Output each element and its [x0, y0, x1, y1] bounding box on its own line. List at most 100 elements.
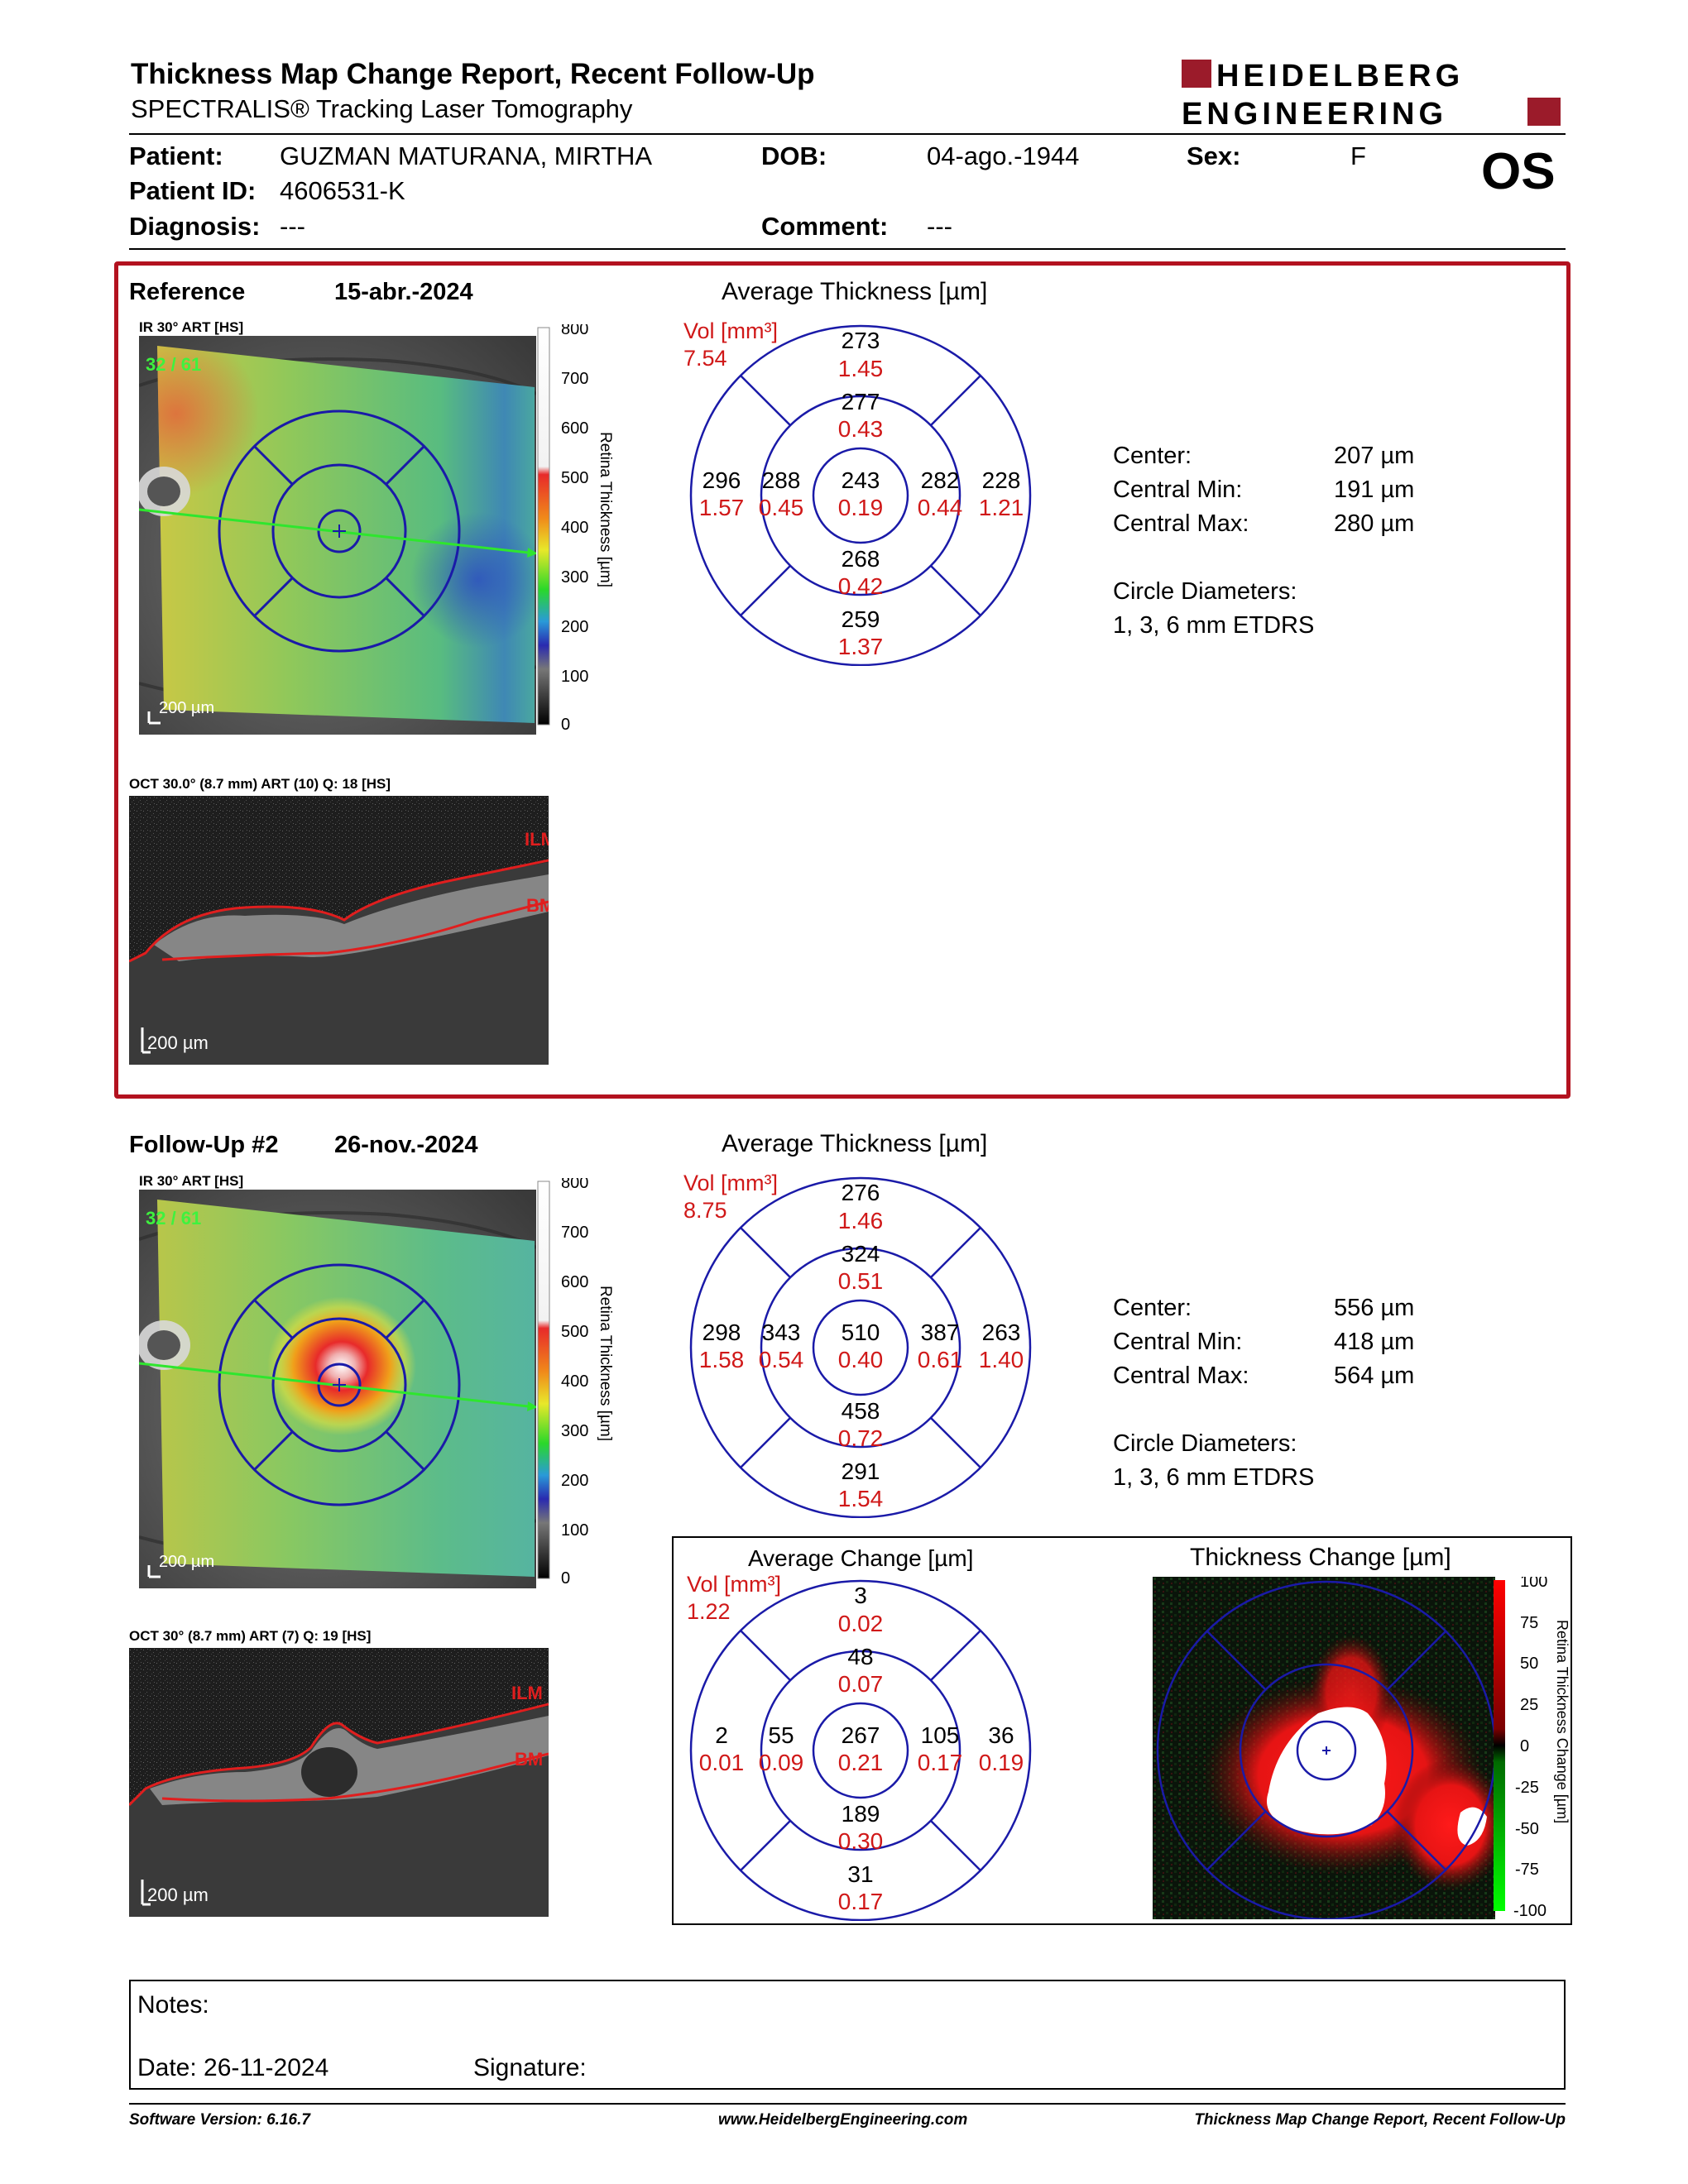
followup-vol-total: 8.75: [683, 1198, 727, 1223]
change-inner-superior-thk: 48: [847, 1644, 873, 1669]
change-outer-superior-thk: 3: [854, 1583, 867, 1608]
followup-oct-caption: OCT 30° (8.7 mm) ART (7) Q: 19 [HS]: [129, 1628, 372, 1644]
reference-inner-nasal-vol: 0.44: [918, 495, 963, 520]
change-cb-tick: 100: [1520, 1577, 1547, 1591]
sex-label: Sex:: [1187, 141, 1241, 170]
footer-report: Thickness Map Change Report, Recent Foll…: [1194, 2111, 1566, 2129]
followup-inner-temporal-vol: 0.54: [759, 1347, 804, 1372]
change-inner-inferior-thk: 189: [842, 1801, 880, 1827]
dob-value: 04-ago.-1944: [927, 141, 1080, 170]
logo-line2: ENGINEERING: [1182, 97, 1447, 131]
reference-vol-label: Vol [mm³]: [683, 318, 778, 343]
reference-cb-tick: 800: [561, 324, 588, 338]
patient-id-label: Patient ID:: [129, 176, 257, 205]
change-outer-temporal-thk: 2: [715, 1722, 728, 1748]
reference-cb-tick: 300: [561, 568, 588, 587]
change-etdrs-title: Average Change [µm]: [748, 1545, 974, 1571]
change-inner-temporal-thk: 55: [768, 1722, 794, 1748]
followup-outer-temporal-vol: 1.58: [699, 1347, 745, 1372]
change-inner-nasal-thk: 105: [921, 1722, 960, 1748]
reference-inner-inferior-thk: 268: [842, 546, 880, 572]
notes-box[interactable]: Notes: Date: 26-11-2024 Signature:: [129, 1980, 1566, 2090]
diagnosis-value: ---: [280, 212, 305, 241]
change-outer-nasal-thk: 36: [988, 1722, 1014, 1748]
reference-ir-caption: IR 30° ART [HS]: [139, 319, 244, 335]
heidelberg-logo: HEIDELBERG ENGINEERING: [1182, 59, 1561, 131]
followup-inner-inferior-thk: 458: [842, 1398, 880, 1424]
thickness-change-map: [1153, 1577, 1495, 1919]
reference-inner-superior-vol: 0.43: [838, 416, 884, 442]
reference-cb-tick: 0: [561, 716, 570, 731]
followup-cb-tick: 300: [561, 1422, 588, 1440]
reference-min-label: Central Min:: [1113, 477, 1243, 503]
followup-center-label: Center:: [1113, 1295, 1192, 1321]
followup-cb-tick: 600: [561, 1273, 588, 1291]
reference-cb-tick: 600: [561, 419, 588, 438]
followup-inner-nasal-thk: 387: [921, 1320, 960, 1345]
reference-outer-temporal-vol: 1.57: [699, 495, 745, 520]
reference-ir-counter: 32 / 61: [146, 354, 201, 375]
change-outer-inferior-thk: 31: [847, 1861, 873, 1887]
dob-label: DOB:: [761, 141, 827, 170]
reference-max-value: 280 µm: [1334, 510, 1415, 537]
eye-indicator: OS: [1481, 143, 1556, 200]
change-cb-tick: 0: [1520, 1737, 1529, 1755]
reference-cb-title: Retina Thickness [µm]: [597, 432, 614, 587]
followup-cb-tick: 200: [561, 1472, 588, 1490]
followup-max-label: Central Max:: [1113, 1363, 1249, 1389]
followup-etdrs-grid: Vol [mm³] 8.75 276 1.46 324 0.51 510 0.4…: [683, 1171, 1032, 1518]
followup-date: 26-nov.-2024: [334, 1132, 478, 1158]
reference-max-label: Central Max:: [1113, 510, 1249, 537]
report-title: Thickness Map Change Report, Recent Foll…: [131, 58, 815, 90]
reference-outer-nasal-thk: 228: [982, 467, 1021, 493]
reference-ir-scale: 200 µm: [159, 699, 214, 717]
followup-inner-superior-vol: 0.51: [838, 1268, 884, 1294]
reference-cb-tick: 100: [561, 668, 588, 686]
footer-software: Software Version: 6.16.7: [129, 2111, 310, 2129]
reference-etdrs-title: Average Thickness [µm]: [722, 278, 988, 305]
reference-outer-inferior-vol: 1.37: [838, 634, 884, 659]
followup-cb-tick: 100: [561, 1521, 588, 1540]
followup-ilm-label: ILM: [511, 1683, 543, 1703]
followup-inner-superior-thk: 324: [842, 1241, 880, 1267]
followup-outer-nasal-thk: 263: [982, 1320, 1021, 1345]
change-center-vol: 0.21: [838, 1750, 884, 1775]
followup-outer-temporal-thk: 298: [703, 1320, 741, 1345]
followup-center-vol: 0.40: [838, 1347, 884, 1372]
followup-colorbar: 800 700 600 500 400 300 200 100 0 Retina…: [537, 1178, 614, 1585]
change-cb-tick: 75: [1520, 1614, 1538, 1632]
reference-etdrs-grid: Vol [mm³] 7.54 273 1.45 277 0.43 243 0.1…: [683, 318, 1032, 666]
change-cb-tick: 50: [1520, 1655, 1538, 1673]
patient-name: GUZMAN MATURANA, MIRTHA: [280, 141, 653, 170]
followup-max-value: 564 µm: [1334, 1363, 1415, 1389]
followup-etdrs-title: Average Thickness [µm]: [722, 1130, 988, 1157]
reference-bm-label: BM: [526, 895, 549, 916]
report-subtitle: SPECTRALIS® Tracking Laser Tomography: [131, 94, 633, 123]
patient-label: Patient:: [129, 141, 223, 170]
followup-inner-nasal-vol: 0.61: [918, 1347, 963, 1372]
change-inner-temporal-vol: 0.09: [759, 1750, 804, 1775]
footer-website[interactable]: www.HeidelbergEngineering.com: [718, 2111, 968, 2129]
change-inner-nasal-vol: 0.17: [918, 1750, 963, 1775]
change-cb-tick: -25: [1515, 1779, 1539, 1797]
reference-ilm-label: ILM: [525, 829, 549, 850]
followup-bm-label: BM: [515, 1749, 543, 1770]
notes-date: Date: 26-11-2024: [137, 2054, 329, 2081]
followup-ir-caption: IR 30° ART [HS]: [139, 1173, 244, 1189]
reference-outer-inferior-thk: 259: [842, 606, 880, 632]
reference-outer-superior-vol: 1.45: [838, 356, 884, 381]
change-vol-label: Vol [mm³]: [687, 1573, 781, 1597]
followup-oct-scale: 200 µm: [147, 1885, 209, 1905]
followup-outer-inferior-thk: 291: [842, 1458, 880, 1484]
reference-diam-value: 1, 3, 6 mm ETDRS: [1113, 612, 1315, 639]
reference-center-vol: 0.19: [838, 495, 884, 520]
change-cb-title: Retina Thickness Change [µm]: [1554, 1620, 1571, 1823]
followup-center-value: 556 µm: [1334, 1295, 1415, 1321]
followup-cb-tick: 700: [561, 1224, 588, 1242]
followup-outer-nasal-vol: 1.40: [979, 1347, 1024, 1372]
followup-outer-superior-vol: 1.46: [838, 1208, 884, 1233]
change-colorbar: 100 75 50 25 0 -25 -50 -75 -100 Retina T…: [1494, 1577, 1571, 1920]
followup-ir-counter: 32 / 61: [146, 1208, 201, 1228]
reference-center-label: Center:: [1113, 443, 1192, 469]
reference-diam-label: Circle Diameters:: [1113, 578, 1297, 605]
